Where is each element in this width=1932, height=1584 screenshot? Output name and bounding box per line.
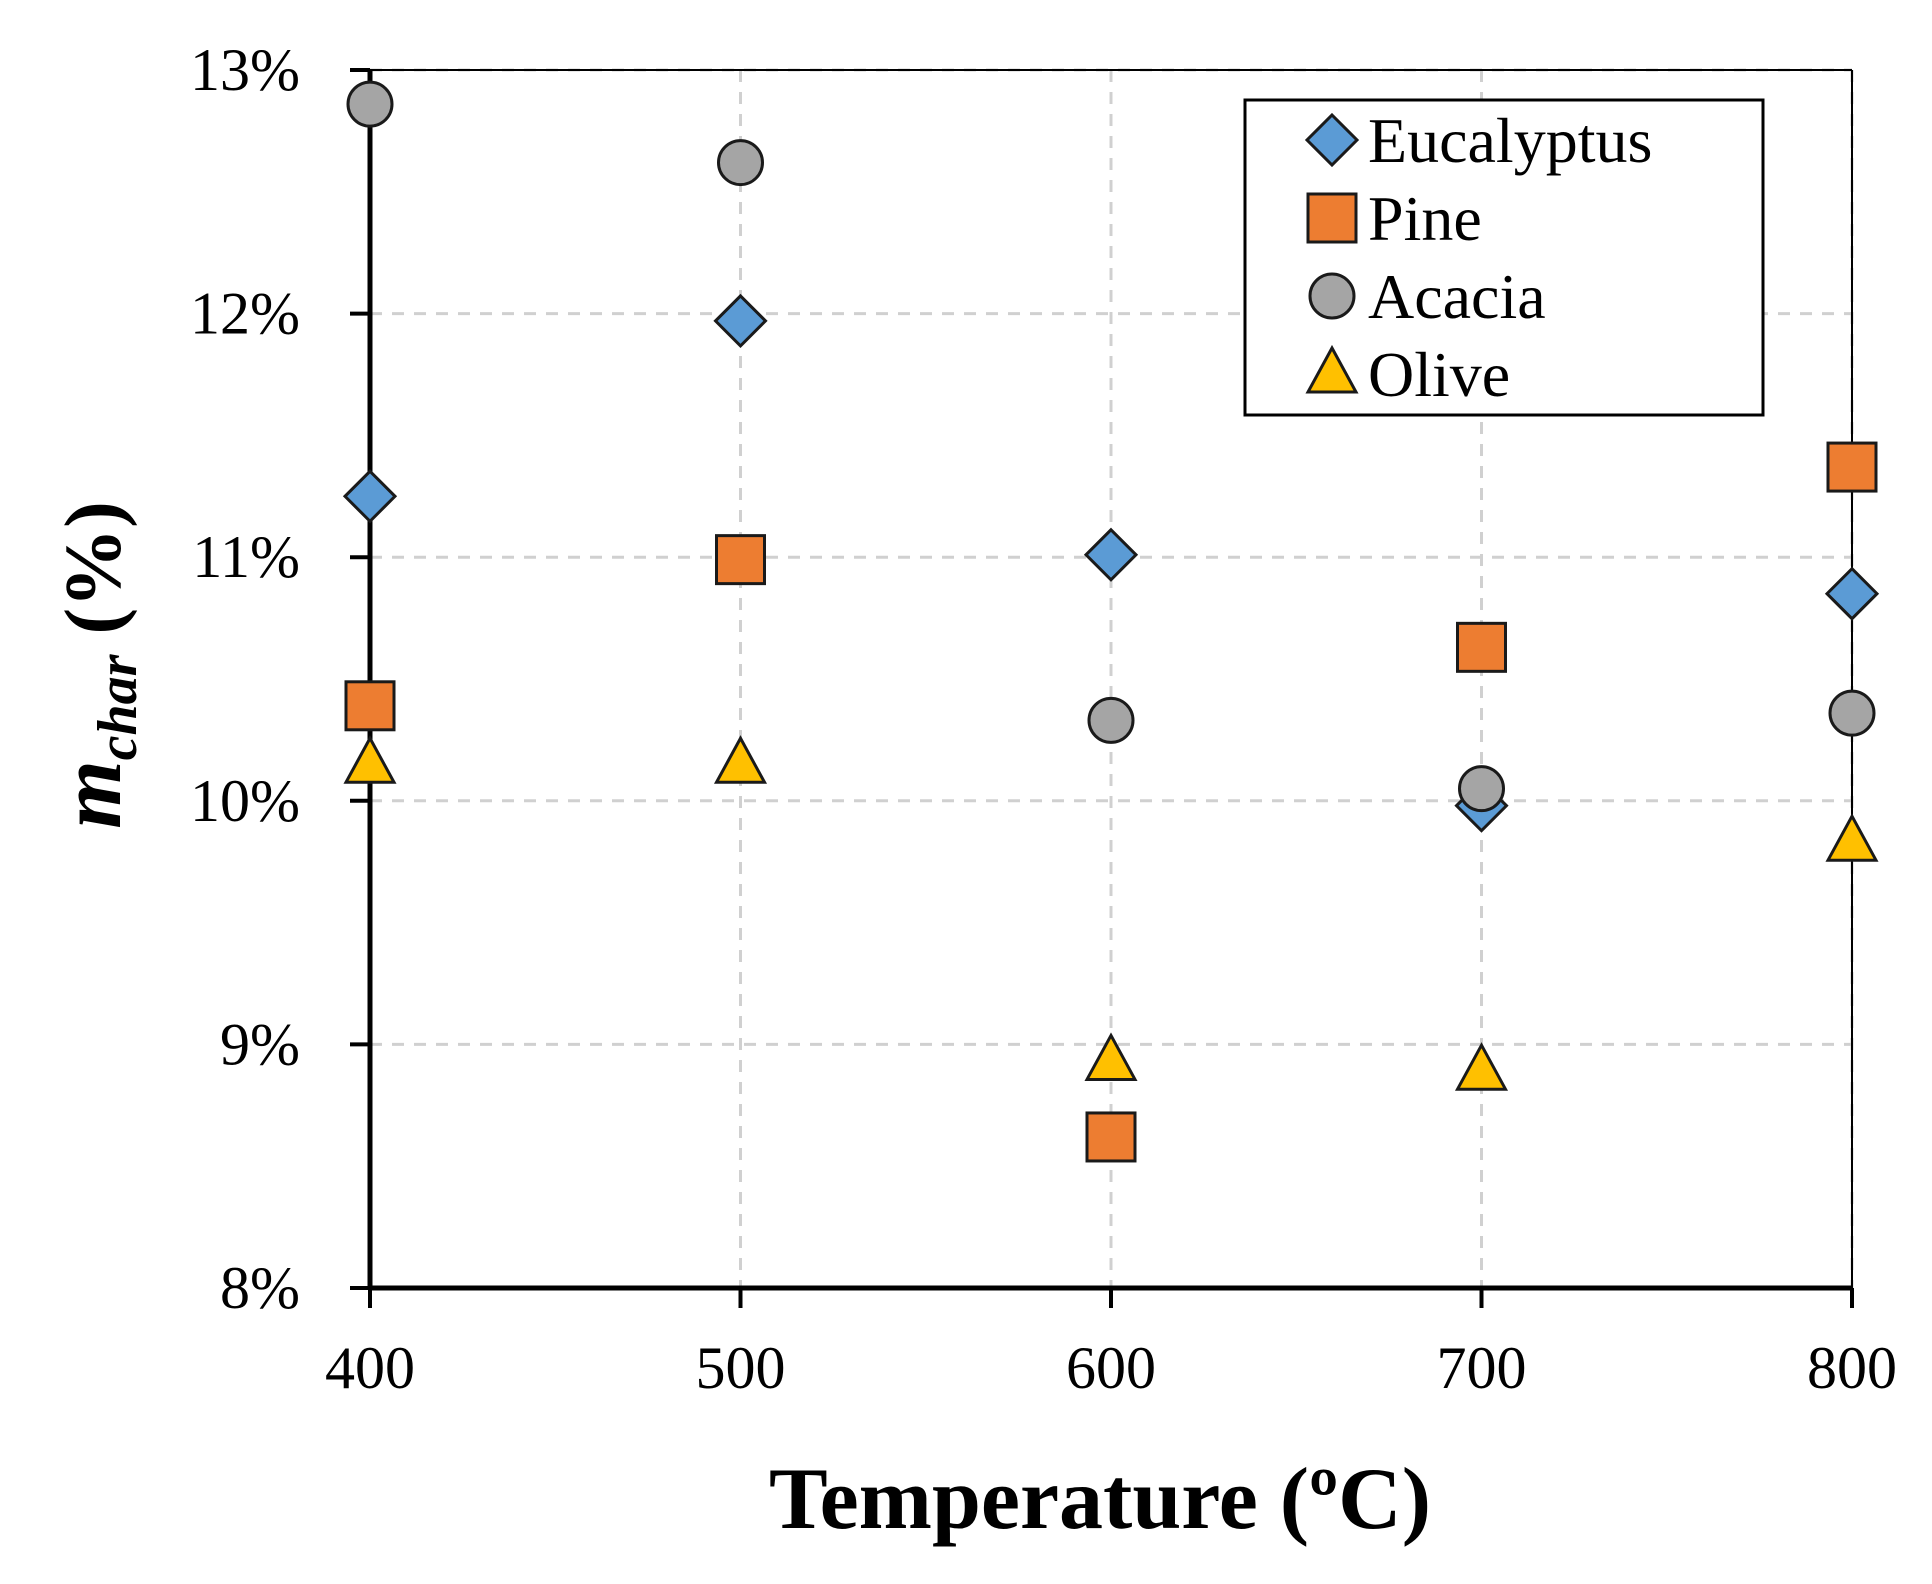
legend-marker-eucalyptus bbox=[1304, 112, 1360, 168]
point-pine-600 bbox=[1085, 1111, 1137, 1163]
point-olive-500 bbox=[713, 735, 768, 784]
x-axis-title: Temperature (ºC) bbox=[769, 1451, 1431, 1548]
legend-label-pine: Pine bbox=[1368, 183, 1482, 254]
point-pine-500 bbox=[715, 534, 766, 586]
y-tick-label-0: 8% bbox=[220, 1255, 300, 1321]
y-tick-label-3: 11% bbox=[192, 524, 300, 590]
y-axis-title-subscript: char bbox=[87, 653, 149, 760]
data-points bbox=[342, 80, 1880, 1163]
tick-labels: 8% 9% 10% 11% 12% 13% 400 500 600 700 800 bbox=[190, 37, 1897, 1401]
series-eucalyptus bbox=[342, 293, 1880, 833]
y-tick-label-4: 12% bbox=[190, 281, 300, 347]
x-tick-label-1: 500 bbox=[696, 1335, 786, 1401]
point-olive-600 bbox=[1084, 1032, 1138, 1081]
point-olive-400 bbox=[343, 735, 397, 784]
y-axis-title: mchar (%) bbox=[43, 501, 149, 829]
point-acacia-500 bbox=[717, 139, 764, 187]
y-tick-label-2: 10% bbox=[190, 768, 300, 834]
y-tick-label-5: 13% bbox=[190, 37, 300, 103]
series-acacia bbox=[346, 80, 1876, 813]
point-olive-800 bbox=[1825, 813, 1879, 862]
point-pine-700 bbox=[1456, 621, 1507, 673]
point-eucalyptus-500 bbox=[713, 293, 768, 349]
legend-marker-olive bbox=[1305, 344, 1359, 394]
x-tick-label-2: 600 bbox=[1066, 1335, 1156, 1401]
point-pine-400 bbox=[344, 680, 396, 732]
legend-label-olive: Olive bbox=[1368, 339, 1510, 410]
point-acacia-700 bbox=[1458, 765, 1505, 813]
point-acacia-600 bbox=[1087, 696, 1135, 744]
y-axis-title-suffix: (%) bbox=[50, 501, 138, 654]
x-tick-label-3: 700 bbox=[1437, 1335, 1527, 1401]
point-eucalyptus-600 bbox=[1083, 527, 1139, 582]
point-acacia-400 bbox=[346, 80, 394, 128]
x-tick-label-4: 800 bbox=[1807, 1335, 1897, 1401]
point-olive-700 bbox=[1454, 1042, 1509, 1091]
y-axis-title-main: m bbox=[43, 760, 140, 828]
series-olive bbox=[343, 735, 1879, 1091]
legend-marker-acacia bbox=[1308, 272, 1356, 320]
x-tick-label-0: 400 bbox=[325, 1335, 415, 1401]
legend-label-acacia: Acacia bbox=[1368, 261, 1546, 332]
y-tick-label-1: 9% bbox=[220, 1011, 300, 1077]
legend-marker-pine bbox=[1306, 192, 1358, 244]
point-eucalyptus-400 bbox=[342, 469, 398, 524]
point-pine-800 bbox=[1826, 441, 1878, 493]
legend-label-eucalyptus: Eucalyptus bbox=[1368, 105, 1652, 176]
point-acacia-800 bbox=[1828, 689, 1876, 737]
point-eucalyptus-800 bbox=[1824, 566, 1880, 621]
series-pine bbox=[344, 441, 1878, 1163]
